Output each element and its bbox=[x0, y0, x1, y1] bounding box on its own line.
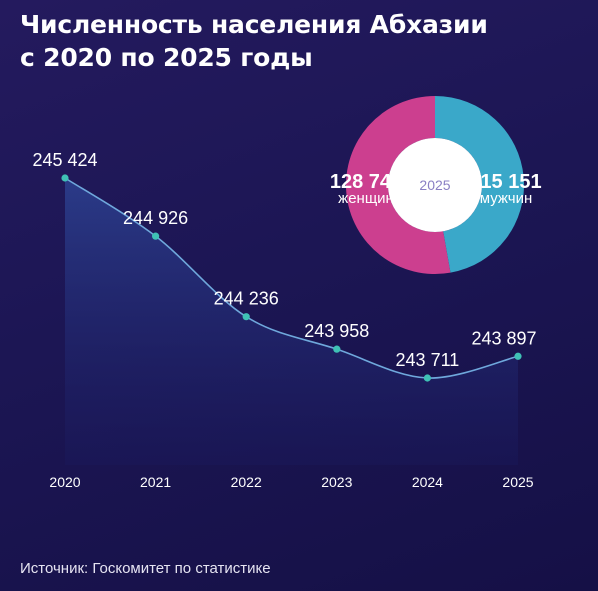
data-point bbox=[242, 313, 250, 321]
x-tick-label: 2021 bbox=[140, 474, 171, 490]
donut-hole bbox=[388, 138, 482, 232]
x-tick-label: 2025 bbox=[502, 474, 533, 490]
data-label: 245 424 bbox=[32, 150, 97, 170]
area-fill bbox=[65, 178, 518, 465]
data-point bbox=[514, 352, 522, 360]
chart-title: Численность населения Абхазии с 2020 по … bbox=[20, 8, 580, 74]
donut-center-label: 2025 bbox=[419, 177, 450, 193]
title-line-1: Численность населения Абхазии bbox=[20, 10, 488, 39]
data-label: 244 236 bbox=[214, 289, 279, 309]
area-chart: 245 424 2020 244 926 2021 244 236 2022 243 958… bbox=[32, 150, 536, 490]
data-label: 244 926 bbox=[123, 208, 188, 228]
men-category-label: мужчин bbox=[480, 190, 533, 207]
data-label: 243 958 bbox=[304, 321, 369, 341]
title-line-2: с 2020 по 2025 годы bbox=[20, 43, 313, 72]
pie-slice-men bbox=[435, 95, 525, 273]
x-tick-label: 2022 bbox=[231, 474, 262, 490]
data-point bbox=[61, 174, 69, 182]
men-value-label: 115 151 bbox=[470, 171, 541, 193]
data-point bbox=[423, 374, 431, 382]
data-point bbox=[152, 232, 160, 240]
x-tick-label: 2023 bbox=[321, 474, 352, 490]
series-line bbox=[64, 177, 519, 379]
women-value-label: 128 746 bbox=[330, 171, 402, 193]
source-note: Источник: Госкомитет по статистике bbox=[20, 560, 271, 577]
x-tick-label: 2020 bbox=[49, 474, 80, 490]
pie-slice-women bbox=[346, 96, 451, 274]
women-category-label: женщин bbox=[338, 190, 394, 207]
data-label: 243 711 bbox=[396, 350, 460, 370]
data-point bbox=[333, 345, 341, 353]
x-tick-label: 2024 bbox=[412, 474, 443, 490]
data-label: 243 897 bbox=[471, 328, 536, 348]
